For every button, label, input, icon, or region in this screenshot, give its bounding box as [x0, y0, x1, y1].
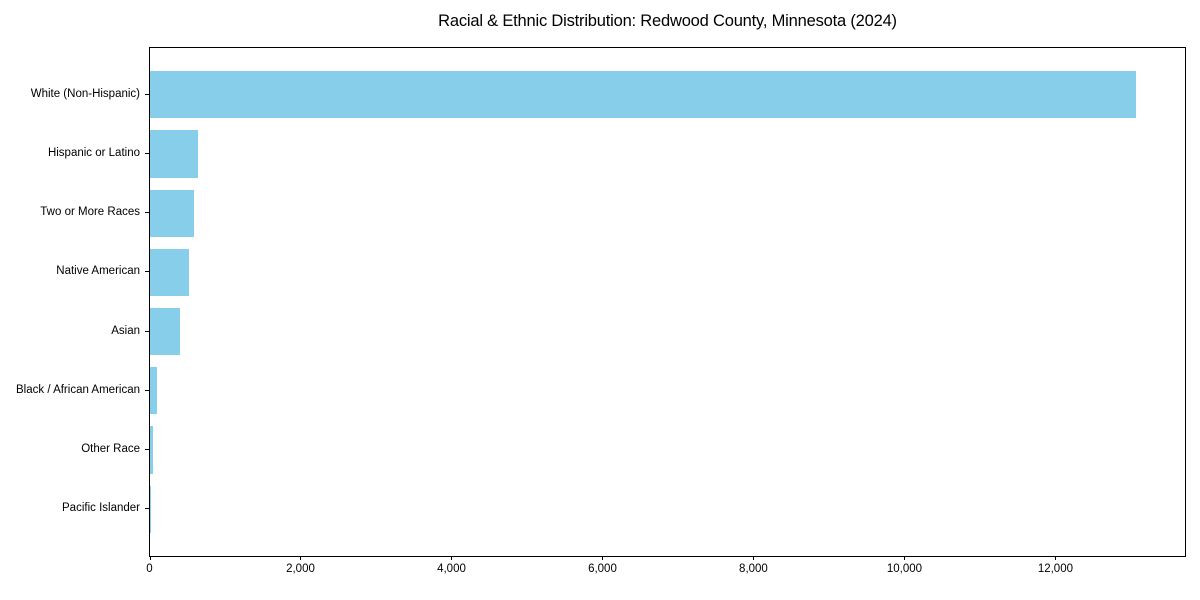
y-tick-label: Asian — [111, 324, 140, 337]
x-tick-mark — [753, 556, 755, 560]
x-tick-mark — [149, 556, 151, 560]
bar — [150, 248, 189, 297]
x-tick-label: 4,000 — [437, 563, 466, 575]
x-tick-mark — [451, 556, 453, 560]
bar — [150, 307, 181, 356]
y-tick-mark — [145, 449, 149, 451]
chart-title: Racial & Ethnic Distribution: Redwood Co… — [438, 12, 897, 30]
y-tick-label: Other Race — [81, 443, 140, 456]
y-tick-label: Pacific Islander — [62, 502, 140, 515]
x-tick-label: 12,000 — [1037, 563, 1073, 575]
x-tick-mark — [1055, 556, 1057, 560]
y-tick-label: Two or More Races — [40, 206, 140, 219]
x-tick-mark — [602, 556, 604, 560]
x-tick-mark — [904, 556, 906, 560]
bar — [150, 71, 1136, 119]
x-tick-label: 8,000 — [739, 563, 768, 575]
y-tick-label: Hispanic or Latino — [47, 146, 140, 159]
bar — [150, 426, 154, 474]
x-tick-label: 2,000 — [286, 563, 315, 575]
x-tick-mark — [300, 556, 302, 560]
y-tick-mark — [145, 212, 149, 214]
y-tick-mark — [145, 508, 149, 510]
y-tick-label: Black / African American — [16, 383, 140, 396]
bar — [150, 367, 157, 415]
y-tick-mark — [145, 152, 149, 154]
y-tick-mark — [145, 271, 149, 273]
y-tick-mark — [145, 93, 149, 95]
bar — [150, 189, 195, 237]
y-tick-label: Native American — [56, 265, 140, 278]
bar — [150, 130, 199, 178]
y-tick-label: White (Non-Hispanic) — [30, 87, 140, 100]
plot-area — [149, 47, 1186, 557]
x-tick-label: 6,000 — [588, 563, 617, 575]
x-tick-label: 0 — [146, 563, 153, 575]
y-tick-mark — [145, 389, 149, 391]
y-tick-mark — [145, 330, 149, 332]
x-tick-label: 10,000 — [886, 563, 923, 575]
